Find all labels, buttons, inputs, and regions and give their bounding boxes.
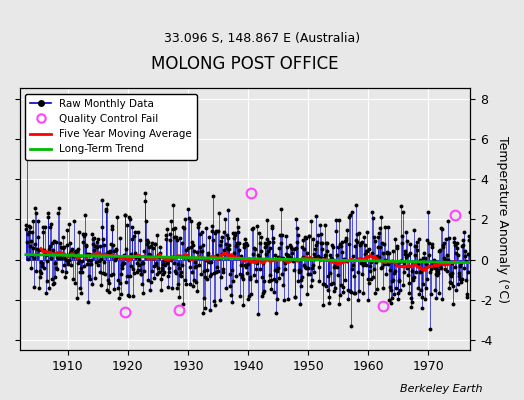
Title: MOLONG POST OFFICE: MOLONG POST OFFICE <box>151 55 339 73</box>
Y-axis label: Temperature Anomaly (°C): Temperature Anomaly (°C) <box>496 136 509 303</box>
Text: Berkeley Earth: Berkeley Earth <box>400 384 482 394</box>
Text: 33.096 S, 148.867 E (Australia): 33.096 S, 148.867 E (Australia) <box>164 32 360 45</box>
Legend: Raw Monthly Data, Quality Control Fail, Five Year Moving Average, Long-Term Tren: Raw Monthly Data, Quality Control Fail, … <box>25 94 198 160</box>
